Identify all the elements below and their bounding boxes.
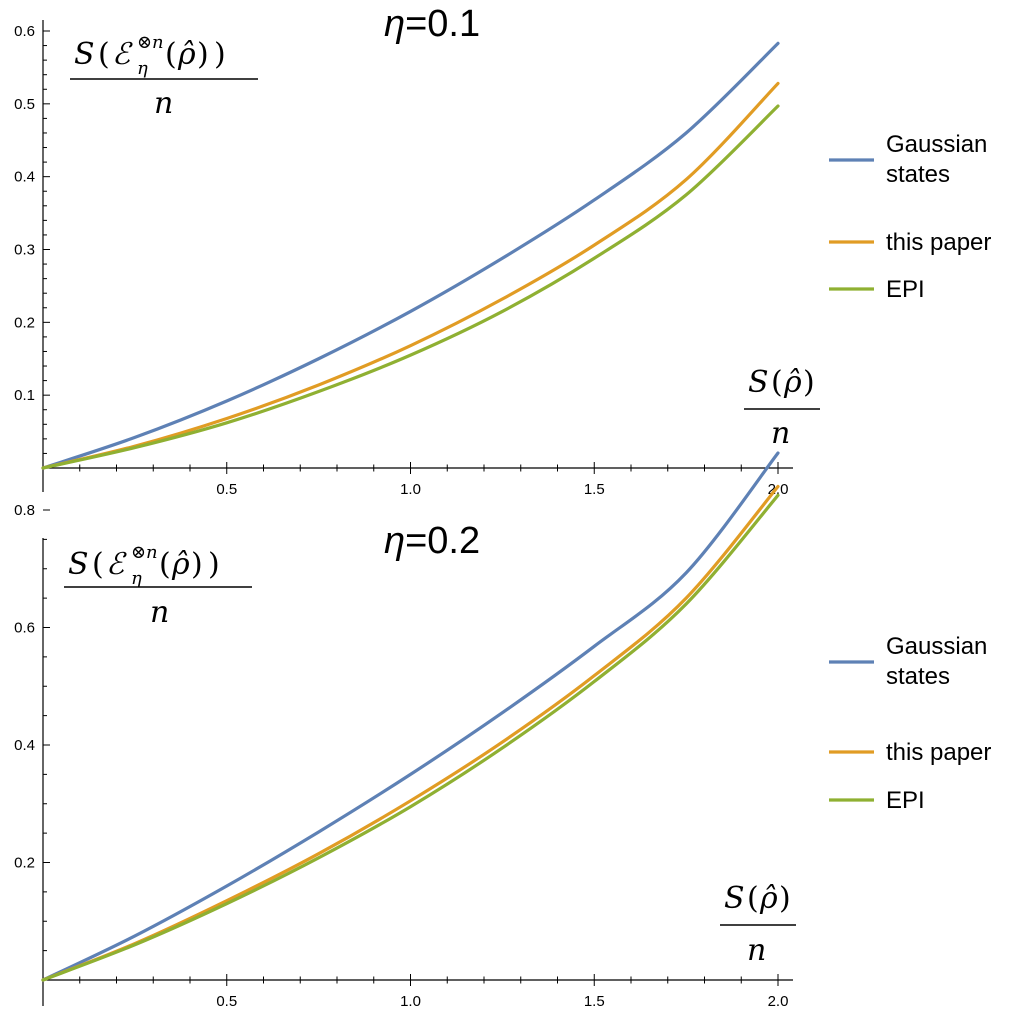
series-line-epi <box>41 493 780 982</box>
svg-text:n: n <box>771 416 790 451</box>
series-line-this-paper <box>41 484 780 982</box>
tick-marks <box>43 509 779 986</box>
svg-text:n: n <box>146 542 158 563</box>
legend-label: this paper <box>886 229 991 256</box>
chart-title: η=0.1 <box>384 3 480 45</box>
chart-title: η=0.2 <box>384 520 480 562</box>
y-tick-label: 0.8 <box>14 502 35 519</box>
legend-label: EPI <box>886 787 925 814</box>
legend-label: Gaussian states <box>886 633 987 690</box>
svg-text:S: S <box>74 37 95 72</box>
x-axis-label: S ( ρ̂ ) n <box>720 881 796 968</box>
svg-text:(: ( <box>771 365 783 400</box>
x-tick-label: 1.0 <box>400 481 421 498</box>
tick-marks <box>43 30 779 474</box>
x-tick-label: 1.5 <box>584 993 605 1009</box>
legend-label: EPI <box>886 276 925 303</box>
series-lines <box>41 451 780 982</box>
svg-text:n: n <box>747 933 766 968</box>
svg-text:n: n <box>152 32 164 53</box>
y-tick-label: 0.1 <box>14 387 35 404</box>
tick-labels: 0.5 1.0 1.5 2.00.10.20.30.40.50.6 <box>14 23 788 498</box>
y-tick-label: 0.6 <box>14 23 35 40</box>
svg-text:⊗: ⊗ <box>131 542 146 563</box>
y-tick-label: 0.4 <box>14 737 35 754</box>
svg-text:ℰ: ℰ <box>106 547 127 582</box>
legend-label: Gaussian states <box>886 131 987 188</box>
x-tick-label: 1.5 <box>584 481 605 498</box>
y-axis-label: S ( ℰ ⊗ n η ( ρ̂ ) ) n <box>70 32 258 121</box>
y-tick-label: 0.2 <box>14 855 35 872</box>
svg-text:S: S <box>748 365 769 400</box>
y-tick-label: 0.6 <box>14 620 35 637</box>
series-line-gaussian-states <box>41 451 780 982</box>
svg-text:n: n <box>154 86 173 121</box>
y-axis-label: S ( ℰ ⊗ n η ( ρ̂ ) ) n <box>64 542 252 630</box>
y-tick-label: 0.3 <box>14 242 35 259</box>
x-tick-label: 2.0 <box>768 993 789 1009</box>
svg-text:ℰ: ℰ <box>112 37 133 72</box>
y-tick-label: 0.4 <box>14 169 35 186</box>
svg-text:S: S <box>68 547 89 582</box>
svg-text:η: η <box>137 58 148 79</box>
svg-text:): ) <box>803 365 815 400</box>
series-line-this-paper <box>41 81 780 470</box>
chart-panel-eta-0.1: η=0.1 S ( ℰ ⊗ n η ( ρ̂ ) ) n S ( ρ̂ ) n <box>14 3 991 498</box>
svg-text:n: n <box>150 595 169 630</box>
x-axis-label: S ( ρ̂ ) n <box>744 365 820 451</box>
svg-text:): ) <box>208 547 220 582</box>
svg-text:): ) <box>214 37 226 72</box>
x-tick-label: 0.5 <box>216 993 237 1009</box>
tick-labels: 0.5 1.0 1.5 2.0 0.2 0.4 0.6 0.8 <box>14 502 788 1009</box>
svg-text:S: S <box>724 881 745 916</box>
svg-text:): ) <box>191 547 203 582</box>
legend: Gaussian states this paper EPI <box>829 131 991 303</box>
x-tick-label: 0.5 <box>216 481 237 498</box>
x-tick-label: 1.0 <box>400 993 421 1009</box>
svg-text:⊗: ⊗ <box>137 32 152 53</box>
svg-text:ρ̂: ρ̂ <box>171 547 190 582</box>
svg-text:η: η <box>131 568 142 589</box>
series-line-gaussian-states <box>41 41 780 470</box>
svg-text:ρ̂: ρ̂ <box>177 37 196 72</box>
svg-text:): ) <box>197 37 209 72</box>
chart-panel-eta-0.2: η=0.2 S ( ℰ ⊗ n η ( ρ̂ ) ) n S ( ρ̂ ) n … <box>14 451 991 1009</box>
legend: Gaussian states this paper EPI <box>829 633 991 814</box>
svg-text:(: ( <box>165 37 177 72</box>
series-lines <box>41 41 780 470</box>
svg-text:(: ( <box>159 547 171 582</box>
y-tick-label: 0.5 <box>14 96 35 113</box>
svg-text:ρ̂: ρ̂ <box>783 365 802 400</box>
svg-text:(: ( <box>747 881 759 916</box>
y-tick-label: 0.2 <box>14 314 35 331</box>
legend-label: this paper <box>886 739 991 766</box>
svg-text:): ) <box>779 881 791 916</box>
series-line-epi <box>41 104 780 470</box>
svg-text:(: ( <box>98 37 110 72</box>
svg-text:ρ̂: ρ̂ <box>759 881 778 916</box>
svg-text:(: ( <box>92 547 104 582</box>
